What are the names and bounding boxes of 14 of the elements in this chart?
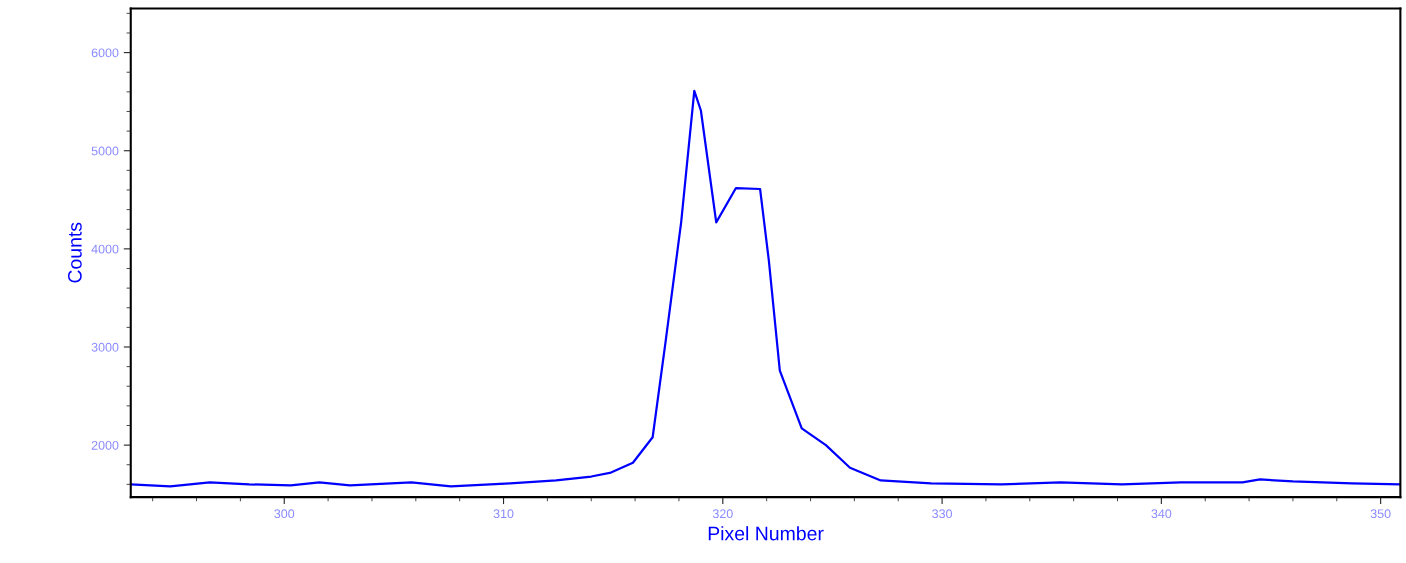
y-tick-label: 6000	[91, 48, 119, 58]
x-tick-label: 320	[712, 509, 733, 519]
x-axis-title: Pixel Number	[708, 526, 824, 541]
y-tick-label: 2000	[91, 440, 119, 450]
x-tick-label: 310	[493, 509, 514, 519]
x-tick-label: 300	[274, 509, 295, 519]
x-tick-label: 350	[1370, 509, 1391, 519]
x-tick-label: 330	[932, 509, 953, 519]
y-tick-label: 5000	[91, 146, 119, 156]
y-tick-label: 4000	[91, 244, 119, 254]
x-tick-label: 340	[1151, 509, 1172, 519]
y-tick-label: 3000	[91, 342, 119, 352]
y-axis-title: Counts	[67, 222, 82, 283]
line-series	[130, 89, 1401, 488]
